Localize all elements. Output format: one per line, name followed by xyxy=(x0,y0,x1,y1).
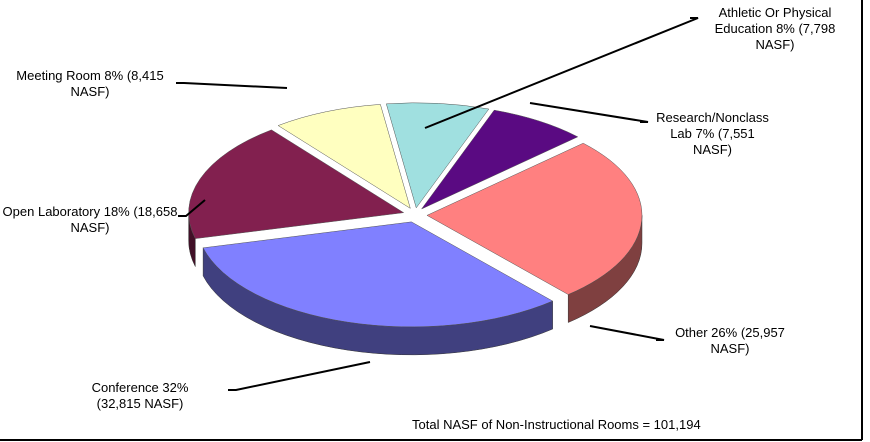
leader-line xyxy=(228,361,371,391)
pie-slice xyxy=(421,109,579,210)
leader-line xyxy=(589,325,665,341)
slice-label: Open Laboratory 18% (18,658 NASF) xyxy=(2,204,178,235)
total-note: Total NASF of Non-Instructional Rooms = … xyxy=(412,417,701,432)
pie-slice xyxy=(385,102,490,209)
slice-label: Athletic Or Physical Education 8% (7,798… xyxy=(714,5,836,52)
leader-line xyxy=(178,199,206,217)
leader-line xyxy=(424,17,699,129)
pie-slice xyxy=(426,142,643,295)
pie-slice xyxy=(277,104,411,209)
leader-line xyxy=(529,102,649,123)
slice-label: Other 26% (25,957 NASF) xyxy=(675,325,785,356)
slice-label: Research/Nonclass Lab 7% (7,551 NASF) xyxy=(656,110,769,157)
pie-slice xyxy=(188,129,405,239)
pie-slice xyxy=(202,221,554,328)
slice-label: Meeting Room 8% (8,415 NASF) xyxy=(16,68,164,99)
leader-line xyxy=(176,82,288,89)
slice-label: Conference 32% (32,815 NASF) xyxy=(91,380,189,411)
